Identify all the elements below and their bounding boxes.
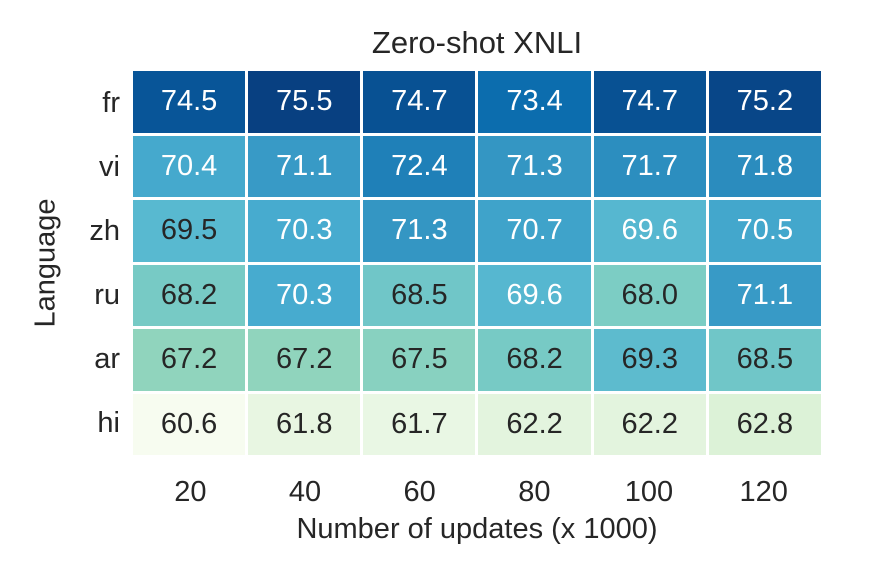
y-tick-label: hi [97, 406, 120, 439]
heatmap-cell: 69.5 [133, 200, 246, 262]
heatmap-cell: 71.3 [478, 135, 591, 197]
chart-title: Zero-shot XNLI [371, 25, 583, 60]
y-tick-labels: fr vi zh ru ar hi [0, 71, 120, 455]
y-tick-label: fr [102, 86, 120, 119]
heatmap-cell: 72.4 [363, 135, 476, 197]
x-tick-label: 60 [403, 476, 436, 508]
heatmap-cell: 74.7 [363, 71, 476, 133]
heatmap-cell: 75.5 [248, 71, 361, 133]
heatmap-cell: 69.6 [593, 200, 706, 262]
x-tick-label: 40 [288, 476, 322, 508]
y-tick-label: vi [99, 150, 120, 183]
heatmap-grid: 74.5 75.5 74.7 73.4 74.7 75.2 70.4 71.1 72.4 71.3… [133, 71, 821, 455]
heatmap-cell: 67.5 [363, 329, 476, 391]
heatmap-cell: 70.3 [248, 264, 361, 326]
heatmap-cell: 74.5 [133, 71, 246, 133]
heatmap-cell: 70.4 [133, 135, 246, 197]
x-axis-label: Number of updates (x 1000) [296, 513, 658, 545]
heatmap-cell: 60.6 [133, 393, 246, 455]
heatmap-cell: 71.1 [708, 264, 821, 326]
x-tick-label: 80 [518, 476, 551, 508]
heatmap-cell: 68.2 [133, 264, 246, 326]
y-tick-label: ru [94, 278, 120, 311]
heatmap-cell: 68.2 [478, 329, 591, 391]
heatmap-cell: 69.3 [593, 329, 706, 391]
y-tick-label: ar [94, 342, 120, 375]
heatmap-cell: 68.0 [593, 264, 706, 326]
heatmap-cell: 68.5 [363, 264, 476, 326]
heatmap-cell: 71.1 [248, 135, 361, 197]
x-tick-label: 20 [174, 476, 207, 508]
heatmap-cell: 61.8 [248, 393, 361, 455]
heatmap-cell: 67.2 [248, 329, 361, 391]
heatmap-cell: 62.2 [593, 393, 706, 455]
heatmap-cell: 73.4 [478, 71, 591, 133]
heatmap-cell: 71.3 [363, 200, 476, 262]
heatmap-cell: 69.6 [478, 264, 591, 326]
heatmap-cell: 75.2 [708, 71, 821, 133]
heatmap-cell: 61.7 [363, 393, 476, 455]
heatmap-cell: 70.3 [248, 200, 361, 262]
heatmap-cell: 68.5 [708, 329, 821, 391]
heatmap-cell: 70.7 [478, 200, 591, 262]
heatmap-cell: 62.8 [708, 393, 821, 455]
heatmap-cell: 70.5 [708, 200, 821, 262]
x-tick-label: 100 [624, 476, 674, 508]
heatmap-cell: 62.2 [478, 393, 591, 455]
y-tick-label: zh [89, 214, 120, 247]
x-tick-labels: 20 40 60 80 100 120 [133, 476, 821, 508]
heatmap-cell: 74.7 [593, 71, 706, 133]
heatmap-cell: 71.8 [708, 135, 821, 197]
x-tick-label: 120 [739, 476, 788, 508]
heatmap-cell: 67.2 [133, 329, 246, 391]
heatmap-cell: 71.7 [593, 135, 706, 197]
